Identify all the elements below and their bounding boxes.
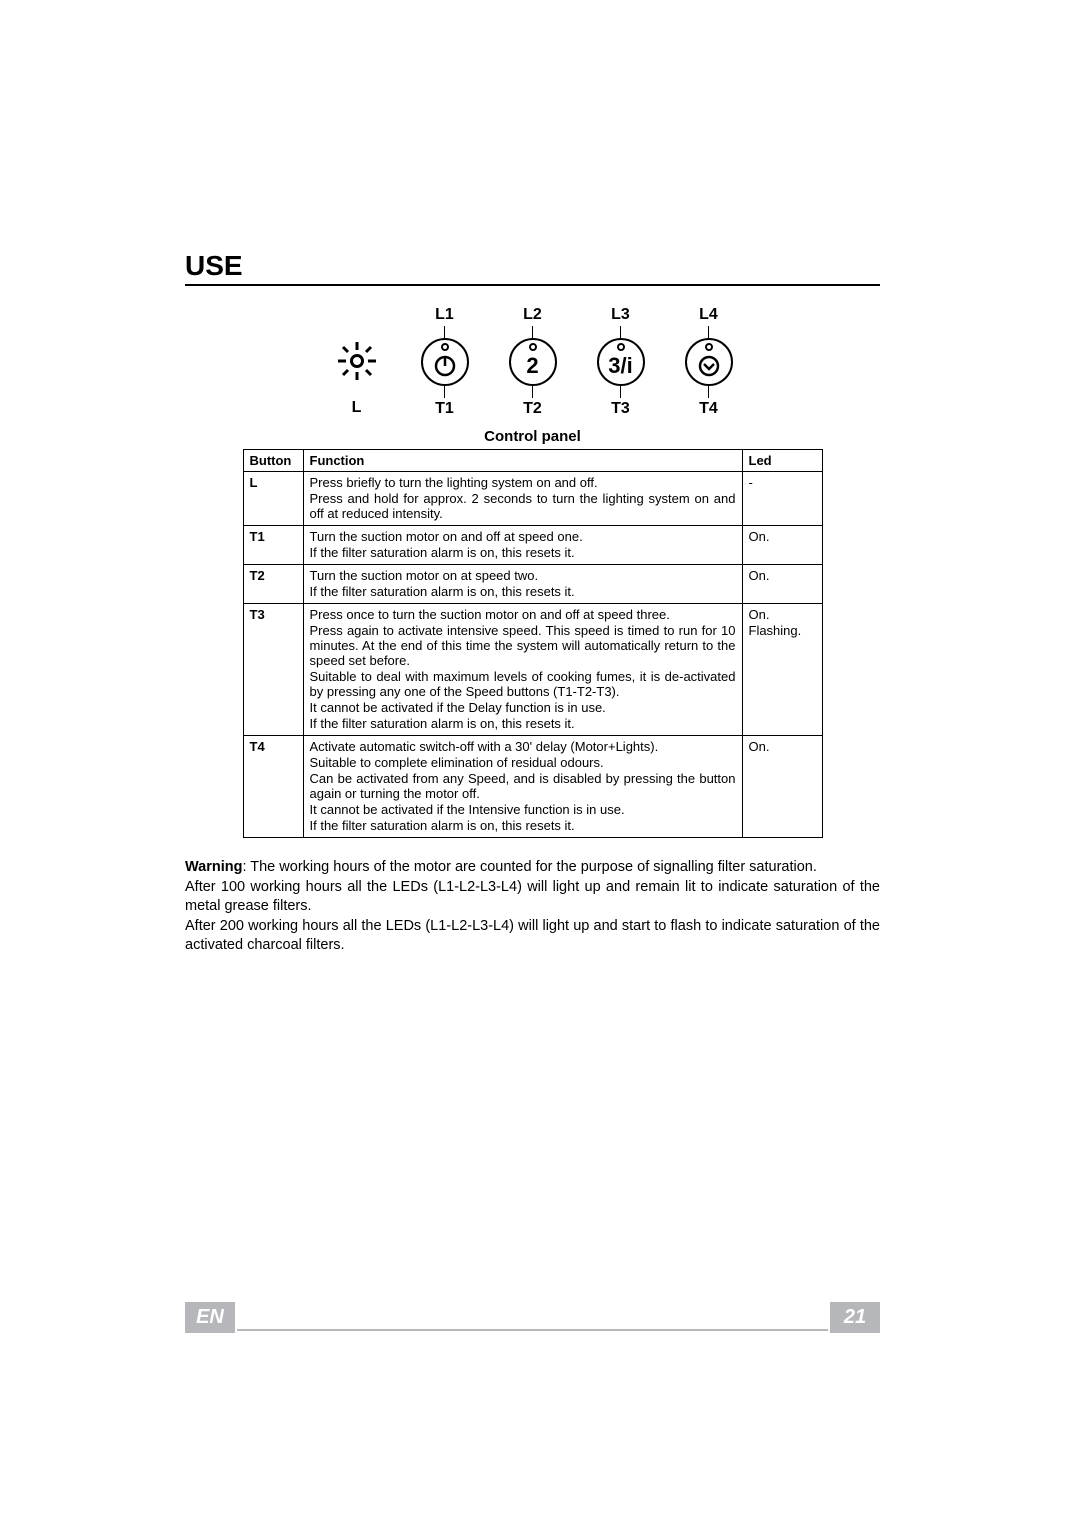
led-line: On. — [749, 607, 816, 622]
function-line: Turn the suction motor on at speed two. — [310, 568, 736, 583]
cell-function: Press once to turn the suction motor on … — [303, 604, 742, 736]
table-row: T4 Activate automatic switch-off with a 3… — [243, 736, 822, 838]
diagram-t2: L2 2 T2 — [509, 306, 557, 418]
table-row: L Press briefly to turn the lighting syst… — [243, 472, 822, 526]
function-line: Press once to turn the suction motor on … — [310, 607, 736, 622]
function-line: Activate automatic switch-off with a 30'… — [310, 739, 736, 754]
diagram-label-L2: L2 — [523, 306, 542, 324]
button-circle-1 — [421, 338, 469, 386]
diagram-label-T1: T1 — [435, 400, 454, 418]
diagram-label-L1: L1 — [435, 306, 454, 324]
table-title: Control panel — [185, 428, 880, 445]
footer-line — [237, 1329, 828, 1331]
footer-lang: EN — [185, 1302, 235, 1333]
led-line — [749, 545, 816, 560]
table-row: T2Turn the suction motor on at speed two… — [243, 565, 822, 604]
diagram-t3: L3 3/i T3 — [597, 306, 645, 418]
table-row: T3 Press once to turn the suction motor o… — [243, 604, 822, 736]
function-line: Press and hold for approx. 2 seconds to … — [310, 491, 736, 521]
led-line — [749, 771, 816, 786]
cell-button: L — [243, 472, 303, 526]
cell-button: T2 — [243, 565, 303, 604]
led-line — [749, 755, 816, 770]
function-line: If the filter saturation alarm is on, th… — [310, 584, 736, 599]
led-line — [749, 671, 816, 686]
warning-text1: : The working hours of the motor are cou… — [242, 859, 816, 875]
diagram-t4: L4 T4 — [685, 306, 733, 418]
cell-led: - — [742, 472, 822, 526]
function-line: Turn the suction motor on and off at spe… — [310, 529, 736, 544]
function-line: If the filter saturation alarm is on, th… — [310, 716, 736, 731]
diagram-label-L3: L3 — [611, 306, 630, 324]
cell-led: On. — [742, 565, 822, 604]
function-line: Can be activated from any Speed, and is … — [310, 771, 736, 801]
function-line: Suitable to complete elimination of resi… — [310, 755, 736, 770]
diagram-label-T3: T3 — [611, 400, 630, 418]
function-line: Suitable to deal with maximum levels of … — [310, 669, 736, 699]
led-line — [749, 491, 816, 506]
function-line: Press briefly to turn the lighting syste… — [310, 475, 736, 490]
page-footer: EN 21 — [185, 1302, 880, 1333]
light-bulb-icon — [333, 337, 381, 385]
function-line: If the filter saturation alarm is on, th… — [310, 545, 736, 560]
th-led: Led — [742, 450, 822, 472]
led-line: Flashing. — [749, 623, 816, 638]
cell-button: T3 — [243, 604, 303, 736]
glyph-3i: 3/i — [608, 353, 632, 379]
cell-button: T1 — [243, 526, 303, 565]
led-line: On. — [749, 739, 816, 754]
button-circle-4 — [685, 338, 733, 386]
cell-function: Press briefly to turn the lighting syste… — [303, 472, 742, 526]
glyph-2: 2 — [526, 353, 538, 379]
warning-label: Warning — [185, 859, 242, 875]
led-line — [749, 655, 816, 670]
diagram-label-L4: L4 — [699, 306, 718, 324]
led-line — [749, 639, 816, 654]
led-line: - — [749, 475, 816, 490]
cell-function: Turn the suction motor on at speed two.I… — [303, 565, 742, 604]
cell-button: T4 — [243, 736, 303, 838]
button-circle-3: 3/i — [597, 338, 645, 386]
led-line: On. — [749, 529, 816, 544]
warning-text2: After 100 working hours all the LEDs (L1… — [185, 878, 880, 917]
led-line: On. — [749, 568, 816, 583]
led-line — [749, 803, 816, 818]
warning-text3: After 200 working hours all the LEDs (L1… — [185, 917, 880, 956]
diagram-label-T2: T2 — [523, 400, 542, 418]
cell-led: On.Flashing. — [742, 604, 822, 736]
function-line: It cannot be activated if the Intensive … — [310, 802, 736, 817]
diagram-label-L: L — [352, 399, 362, 417]
th-button: Button — [243, 450, 303, 472]
diagram-light: L — [333, 307, 381, 417]
led-line — [749, 787, 816, 802]
cell-led: On. — [742, 736, 822, 838]
function-line: If the filter saturation alarm is on, th… — [310, 818, 736, 833]
section-title: USE — [185, 250, 880, 286]
function-line: Press again to activate intensive speed.… — [310, 623, 736, 668]
warning-block: Warning: The working hours of the motor … — [185, 858, 880, 956]
control-panel-table: Button Function Led L Press briefly to tu… — [243, 449, 823, 838]
cell-function: Activate automatic switch-off with a 30'… — [303, 736, 742, 838]
footer-page: 21 — [830, 1302, 880, 1333]
cell-led: On. — [742, 526, 822, 565]
control-panel-diagram: L L1 T1 L2 — [185, 306, 880, 418]
diagram-label-T4: T4 — [699, 400, 718, 418]
th-function: Function — [303, 450, 742, 472]
button-circle-2: 2 — [509, 338, 557, 386]
cell-function: Turn the suction motor on and off at spe… — [303, 526, 742, 565]
diagram-t1: L1 T1 — [421, 306, 469, 418]
function-line: It cannot be activated if the Delay func… — [310, 700, 736, 715]
table-row: T1 Turn the suction motor on and off at s… — [243, 526, 822, 565]
led-line — [749, 584, 816, 599]
